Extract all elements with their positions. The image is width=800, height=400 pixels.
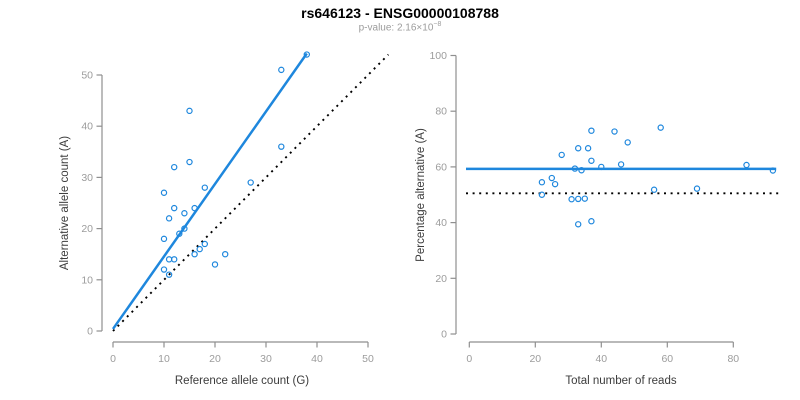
data-point (186, 158, 193, 166)
x-axis-tick-label: 10 (158, 353, 170, 365)
data-point (571, 165, 579, 172)
data-point (160, 235, 168, 243)
data-point (575, 221, 582, 228)
y-axis-tick-label: 30 (81, 172, 93, 184)
x-axis-tick-label: 0 (466, 353, 472, 365)
data-point (191, 204, 198, 212)
y-axis-tick-label: 50 (81, 70, 93, 82)
y-axis-tick-label: 40 (81, 121, 93, 133)
x-axis-tick-label: 40 (595, 353, 607, 365)
y-axis-tick-label: 0 (441, 329, 447, 341)
pvalue-text: p-value: 2.16×10 (358, 22, 434, 34)
pvalue-exponent: −8 (433, 21, 442, 28)
data-point (160, 266, 168, 273)
data-point (581, 195, 589, 202)
data-point (165, 271, 173, 278)
data-point (538, 179, 546, 186)
y-axis-tick-label: 0 (87, 326, 93, 338)
figure-title: rs646123 - ENSG00000108788 (301, 5, 499, 21)
data-point (584, 145, 592, 152)
data-point (160, 189, 168, 196)
data-point (170, 163, 178, 171)
data-point (657, 124, 664, 131)
data-point (181, 225, 188, 232)
data-point (575, 145, 582, 152)
data-point (278, 66, 285, 74)
data-point (769, 167, 777, 174)
data-point (538, 191, 546, 198)
x-axis-tick-label: 60 (661, 353, 673, 365)
data-point (176, 230, 183, 237)
identity-line (112, 53, 390, 332)
data-point (743, 161, 750, 169)
data-point (211, 261, 219, 268)
data-point (611, 128, 618, 135)
data-point (201, 184, 208, 191)
data-point (170, 204, 178, 212)
data-point (191, 250, 198, 258)
data-point (588, 127, 595, 134)
data-point (303, 51, 310, 58)
data-point (578, 167, 585, 174)
data-point (693, 185, 701, 192)
y-axis-tick-label: 10 (81, 274, 93, 286)
data-point (575, 195, 582, 203)
y-axis-tick-label: 80 (435, 106, 447, 118)
x-axis-tick-label: 20 (209, 353, 221, 365)
data-point (165, 256, 173, 263)
y-axis-tick-label: 20 (435, 273, 447, 285)
data-point (170, 256, 178, 263)
data-point (548, 174, 556, 182)
y-axis-tick-label: 20 (81, 223, 93, 235)
y-axis-label: Percentage alternative (A) (415, 128, 427, 262)
data-point (588, 218, 595, 225)
x-axis-tick-label: 30 (260, 353, 272, 365)
data-point (201, 240, 208, 248)
data-point (650, 186, 658, 193)
data-point (181, 210, 188, 217)
x-axis-label: Reference allele count (G) (175, 375, 309, 387)
data-point (247, 179, 254, 186)
data-point (624, 139, 631, 146)
y-axis-tick-label: 100 (429, 50, 447, 62)
x-axis-tick-label: 20 (529, 353, 541, 365)
allele-count-scatter: 0 10 20 30 40 50 0 10 20 30 40 50 Reference allele c… (59, 51, 390, 387)
figure-subtitle: p-value: 2.16×10−8 (0, 21, 800, 33)
y-axis-label: Alternative allele count (A) (59, 136, 71, 270)
data-point (617, 161, 625, 168)
x-axis-label: Total number of reads (565, 375, 676, 387)
data-point (598, 163, 605, 171)
y-axis-tick-label: 40 (435, 217, 447, 229)
data-point (196, 245, 203, 253)
data-point (588, 157, 595, 164)
regression-line (111, 52, 308, 330)
x-axis-tick-label: 50 (362, 353, 374, 365)
data-point (221, 250, 229, 258)
data-point (551, 180, 559, 188)
data-point (558, 151, 565, 159)
x-axis-tick-label: 80 (727, 353, 739, 365)
y-axis-tick-label: 60 (435, 161, 447, 173)
percentage-alternative-scatter: 0 20 40 60 80 0 20 40 60 80 100 Total number of rea… (415, 50, 783, 387)
x-axis-tick-label: 0 (110, 353, 116, 365)
x-axis-tick-label: 40 (311, 353, 323, 365)
data-point (278, 143, 285, 150)
data-point (186, 107, 193, 115)
data-point (165, 215, 173, 222)
data-point (568, 196, 575, 203)
